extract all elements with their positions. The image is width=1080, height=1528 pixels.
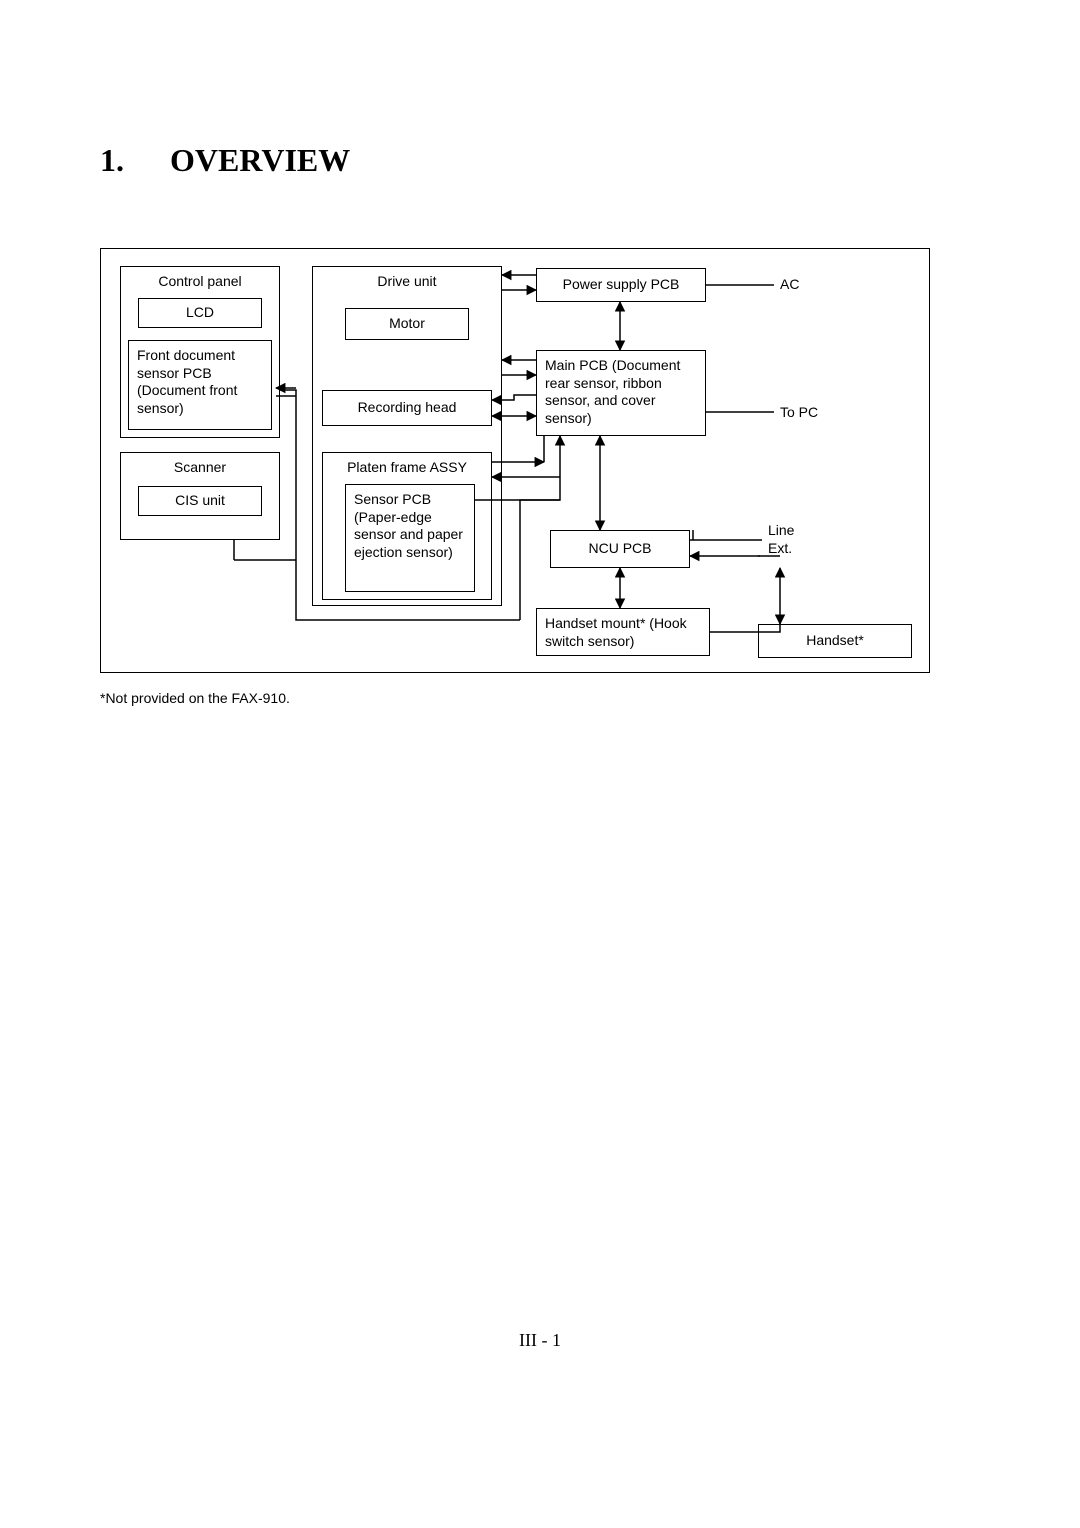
box-lcd: LCD — [138, 298, 262, 328]
label-front-doc-sensor-pcb: Front document sensor PCB (Document fron… — [137, 347, 263, 417]
label-handset-mount: Handset mount* (Hook switch sensor) — [545, 615, 701, 650]
box-cis-unit: CIS unit — [138, 486, 262, 516]
page-number: III - 1 — [0, 1330, 1080, 1351]
label-sensor-pcb: Sensor PCB (Paper-edge sensor and paper … — [354, 491, 466, 561]
label-main-pcb: Main PCB (Document rear sensor, ribbon s… — [545, 357, 697, 427]
box-power-supply-pcb: Power supply PCB — [536, 268, 706, 302]
label-drive-unit: Drive unit — [377, 273, 436, 291]
label-line: Line — [768, 522, 794, 539]
label-cis-unit: CIS unit — [175, 492, 225, 510]
label-lcd: LCD — [186, 304, 214, 322]
label-handset: Handset* — [806, 632, 864, 650]
label-scanner: Scanner — [174, 459, 226, 477]
label-motor: Motor — [389, 315, 425, 333]
box-front-doc-sensor-pcb: Front document sensor PCB (Document fron… — [128, 340, 272, 430]
footnote: *Not provided on the FAX-910. — [100, 690, 290, 706]
label-ac: AC — [780, 276, 799, 293]
section-title: OVERVIEW — [170, 142, 350, 179]
box-recording-head: Recording head — [322, 390, 492, 426]
label-ext: Ext. — [768, 540, 792, 557]
box-ncu-pcb: NCU PCB — [550, 530, 690, 568]
label-platen-frame-assy: Platen frame ASSY — [347, 459, 467, 477]
box-main-pcb: Main PCB (Document rear sensor, ribbon s… — [536, 350, 706, 436]
box-motor: Motor — [345, 308, 469, 340]
box-handset: Handset* — [758, 624, 912, 658]
label-to-pc: To PC — [780, 404, 818, 421]
diagram-connections — [0, 0, 1080, 1528]
box-handset-mount: Handset mount* (Hook switch sensor) — [536, 608, 710, 656]
label-control-panel: Control panel — [158, 273, 241, 291]
section-number: 1. — [100, 142, 124, 179]
label-power-supply-pcb: Power supply PCB — [563, 276, 680, 294]
box-sensor-pcb: Sensor PCB (Paper-edge sensor and paper … — [345, 484, 475, 592]
label-ncu-pcb: NCU PCB — [588, 540, 651, 558]
label-recording-head: Recording head — [358, 399, 457, 417]
